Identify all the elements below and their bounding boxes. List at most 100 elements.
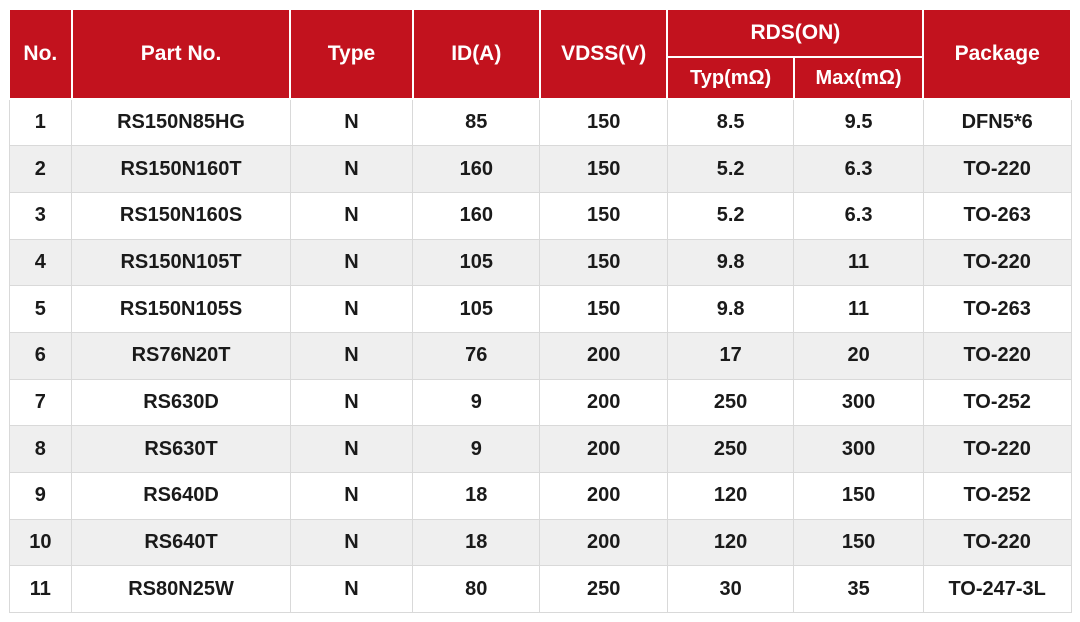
table-row: 3 RS150N160S N 160 150 5.2 6.3 TO-263	[8, 191, 1072, 240]
table-header: No. Part No. Type ID(A) VDSS(V) RDS(ON) …	[8, 8, 1072, 100]
cell-id-a: 9	[412, 378, 541, 427]
cell-vdss-v: 200	[539, 472, 668, 520]
cell-package: TO-220	[922, 238, 1072, 287]
cell-type: N	[289, 145, 414, 193]
cell-typ-mohm: 8.5	[666, 98, 795, 147]
table-row: 8 RS630T N 9 200 250 300 TO-220	[8, 425, 1072, 473]
col-header-type: Type	[289, 8, 414, 100]
cell-typ-mohm: 17	[666, 331, 795, 380]
cell-no: 3	[8, 191, 73, 240]
table-row: 2 RS150N160T N 160 150 5.2 6.3 TO-220	[8, 145, 1072, 193]
cell-max-mohm: 150	[793, 472, 924, 520]
table-row: 7 RS630D N 9 200 250 300 TO-252	[8, 378, 1072, 427]
cell-id-a: 80	[412, 565, 541, 614]
cell-no: 4	[8, 238, 73, 287]
cell-no: 6	[8, 331, 73, 380]
cell-typ-mohm: 30	[666, 565, 795, 614]
cell-id-a: 105	[412, 238, 541, 287]
cell-typ-mohm: 9.8	[666, 238, 795, 287]
cell-max-mohm: 300	[793, 378, 924, 427]
cell-id-a: 9	[412, 425, 541, 473]
col-header-package: Package	[922, 8, 1072, 100]
cell-vdss-v: 150	[539, 285, 668, 333]
cell-part-no: RS80N25W	[71, 565, 291, 614]
cell-type: N	[289, 565, 414, 614]
cell-id-a: 85	[412, 98, 541, 147]
cell-vdss-v: 200	[539, 518, 668, 567]
table-row: 6 RS76N20T N 76 200 17 20 TO-220	[8, 331, 1072, 380]
col-header-id-a: ID(A)	[411, 8, 541, 100]
cell-type: N	[289, 518, 414, 567]
cell-max-mohm: 6.3	[793, 145, 924, 193]
cell-typ-mohm: 5.2	[666, 145, 795, 193]
cell-vdss-v: 200	[539, 425, 668, 473]
cell-typ-mohm: 250	[666, 425, 795, 473]
cell-no: 1	[8, 98, 73, 147]
cell-id-a: 105	[412, 285, 541, 333]
cell-part-no: RS150N160T	[71, 145, 291, 193]
cell-part-no: RS630D	[71, 378, 291, 427]
cell-part-no: RS640T	[71, 518, 291, 567]
table-row: 9 RS640D N 18 200 120 150 TO-252	[8, 472, 1072, 520]
cell-typ-mohm: 120	[666, 472, 795, 520]
cell-no: 5	[8, 285, 73, 333]
table-row: 5 RS150N105S N 105 150 9.8 11 TO-263	[8, 285, 1072, 333]
col-header-max-mohm: Max(mΩ)	[792, 56, 925, 100]
cell-max-mohm: 6.3	[793, 191, 924, 240]
cell-no: 11	[8, 565, 73, 614]
cell-type: N	[289, 425, 414, 473]
cell-type: N	[289, 331, 414, 380]
col-header-no: No.	[8, 8, 73, 100]
cell-max-mohm: 35	[793, 565, 924, 614]
cell-part-no: RS76N20T	[71, 331, 291, 380]
cell-package: DFN5*6	[922, 98, 1072, 147]
cell-vdss-v: 150	[539, 98, 668, 147]
cell-no: 8	[8, 425, 73, 473]
cell-part-no: RS150N85HG	[71, 98, 291, 147]
cell-max-mohm: 300	[793, 425, 924, 473]
cell-max-mohm: 9.5	[793, 98, 924, 147]
col-header-part-no: Part No.	[70, 8, 292, 100]
cell-package: TO-252	[922, 472, 1072, 520]
cell-package: TO-220	[922, 145, 1072, 193]
cell-max-mohm: 20	[793, 331, 924, 380]
col-header-rds-on: RDS(ON)	[666, 8, 925, 58]
header-row-sub: Typ(mΩ) Max(mΩ)	[9, 56, 1071, 100]
table-row: 1 RS150N85HG N 85 150 8.5 9.5 DFN5*6	[8, 98, 1072, 147]
cell-package: TO-252	[922, 378, 1072, 427]
cell-type: N	[289, 378, 414, 427]
cell-type: N	[289, 238, 414, 287]
table-row: 11 RS80N25W N 80 250 30 35 TO-247-3L	[8, 565, 1072, 614]
cell-no: 7	[8, 378, 73, 427]
cell-id-a: 76	[412, 331, 541, 380]
cell-typ-mohm: 5.2	[666, 191, 795, 240]
cell-id-a: 18	[412, 518, 541, 567]
cell-vdss-v: 150	[539, 238, 668, 287]
cell-part-no: RS150N105T	[71, 238, 291, 287]
cell-package: TO-247-3L	[922, 565, 1072, 614]
cell-type: N	[289, 472, 414, 520]
cell-type: N	[289, 191, 414, 240]
header-row-top: No. Part No. Type ID(A) VDSS(V) RDS(ON) …	[8, 8, 1072, 100]
cell-no: 2	[8, 145, 73, 193]
cell-part-no: RS640D	[71, 472, 291, 520]
cell-type: N	[289, 98, 414, 147]
cell-max-mohm: 150	[793, 518, 924, 567]
cell-vdss-v: 150	[539, 145, 668, 193]
cell-package: TO-263	[922, 191, 1072, 240]
cell-type: N	[289, 285, 414, 333]
cell-typ-mohm: 250	[666, 378, 795, 427]
cell-part-no: RS150N160S	[71, 191, 291, 240]
cell-no: 10	[8, 518, 73, 567]
cell-id-a: 160	[412, 145, 541, 193]
table-row: 10 RS640T N 18 200 120 150 TO-220	[8, 518, 1072, 567]
cell-typ-mohm: 9.8	[666, 285, 795, 333]
cell-package: TO-220	[922, 518, 1072, 567]
mosfet-spec-table: No. Part No. Type ID(A) VDSS(V) RDS(ON) …	[8, 8, 1072, 614]
col-header-typ-mohm: Typ(mΩ)	[666, 56, 795, 100]
col-header-vdss-v: VDSS(V)	[538, 8, 669, 100]
cell-package: TO-220	[922, 425, 1072, 473]
cell-typ-mohm: 120	[666, 518, 795, 567]
cell-package: TO-263	[922, 285, 1072, 333]
cell-no: 9	[8, 472, 73, 520]
